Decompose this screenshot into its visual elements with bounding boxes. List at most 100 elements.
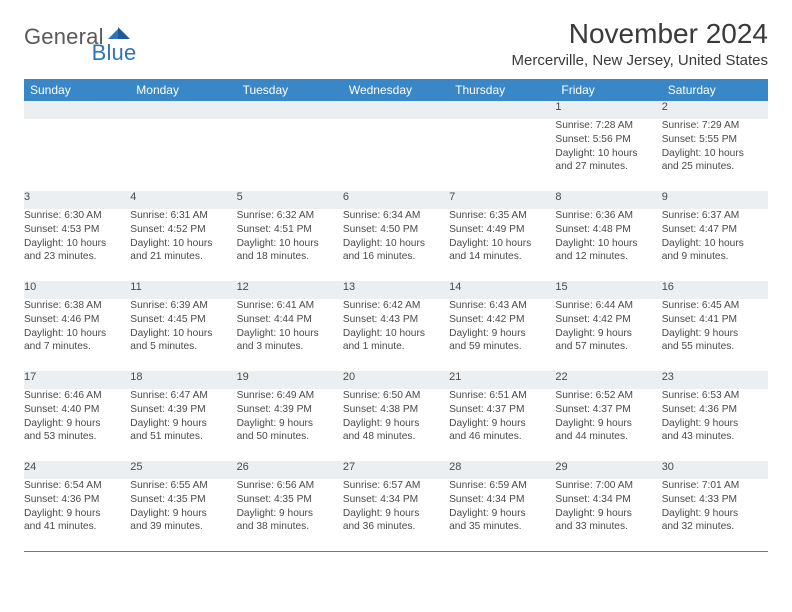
day-line: and 5 minutes. [130,340,236,354]
day-number-cell [237,101,343,119]
day-line: Sunrise: 6:51 AM [449,389,555,403]
day-number-cell: 25 [130,461,236,479]
day-line: Sunset: 4:48 PM [555,223,661,237]
day-number-cell: 4 [130,191,236,209]
day-line: Daylight: 9 hours [343,507,449,521]
day-line: and 33 minutes. [555,520,661,534]
day-line: Sunrise: 6:45 AM [662,299,768,313]
day-content-cell: Sunrise: 6:56 AMSunset: 4:35 PMDaylight:… [237,479,343,551]
day-line: and 38 minutes. [237,520,343,534]
day-content-cell [24,119,130,191]
day-content-row: Sunrise: 7:28 AMSunset: 5:56 PMDaylight:… [24,119,768,191]
day-line: Sunset: 4:43 PM [343,313,449,327]
day-content-cell: Sunrise: 6:32 AMSunset: 4:51 PMDaylight:… [237,209,343,281]
day-line: and 44 minutes. [555,430,661,444]
day-line: Daylight: 9 hours [130,507,236,521]
day-line: and 53 minutes. [24,430,130,444]
weekday-thu: Thursday [449,79,555,101]
day-line: Daylight: 10 hours [24,237,130,251]
day-line: and 43 minutes. [662,430,768,444]
day-line: and 35 minutes. [449,520,555,534]
weekday-tue: Tuesday [237,79,343,101]
day-line: Sunset: 5:55 PM [662,133,768,147]
day-line: and 25 minutes. [662,160,768,174]
day-line: Daylight: 9 hours [343,417,449,431]
day-line: Sunrise: 6:55 AM [130,479,236,493]
day-number-cell: 29 [555,461,661,479]
day-number-cell: 13 [343,281,449,299]
day-line: Sunset: 4:47 PM [662,223,768,237]
day-number-cell: 27 [343,461,449,479]
day-line: Sunset: 4:33 PM [662,493,768,507]
calendar-document: General Blue November 2024 Mercerville, … [0,0,792,552]
calendar-table: Sunday Monday Tuesday Wednesday Thursday… [24,79,768,552]
day-line: Sunrise: 6:54 AM [24,479,130,493]
day-number-cell: 10 [24,281,130,299]
day-line: Sunset: 4:38 PM [343,403,449,417]
day-line: Sunset: 4:45 PM [130,313,236,327]
day-line: and 3 minutes. [237,340,343,354]
day-line: Sunset: 4:36 PM [24,493,130,507]
day-line: Sunrise: 6:44 AM [555,299,661,313]
day-line: Daylight: 10 hours [343,327,449,341]
day-line: and 48 minutes. [343,430,449,444]
day-content-cell [130,119,236,191]
day-line: and 36 minutes. [343,520,449,534]
day-content-cell: Sunrise: 7:01 AMSunset: 4:33 PMDaylight:… [662,479,768,551]
title-block: November 2024 Mercerville, New Jersey, U… [512,18,768,69]
day-line: Daylight: 9 hours [237,417,343,431]
day-number-cell: 17 [24,371,130,389]
logo-text-wrap: General Blue [24,24,178,50]
weekday-fri: Friday [555,79,661,101]
day-line: Sunrise: 6:46 AM [24,389,130,403]
day-line: Sunset: 4:35 PM [237,493,343,507]
day-line: Sunset: 4:37 PM [555,403,661,417]
calendar-body: 12Sunrise: 7:28 AMSunset: 5:56 PMDayligh… [24,101,768,551]
day-line: and 27 minutes. [555,160,661,174]
day-number-cell: 14 [449,281,555,299]
day-line: Daylight: 10 hours [449,237,555,251]
month-title: November 2024 [512,18,768,50]
day-line: Sunset: 4:34 PM [449,493,555,507]
day-content-cell: Sunrise: 6:55 AMSunset: 4:35 PMDaylight:… [130,479,236,551]
day-line: Sunrise: 6:49 AM [237,389,343,403]
day-number-cell: 1 [555,101,661,119]
day-line: and 7 minutes. [24,340,130,354]
day-line: Daylight: 9 hours [237,507,343,521]
day-content-cell: Sunrise: 6:42 AMSunset: 4:43 PMDaylight:… [343,299,449,371]
day-line: Sunset: 4:49 PM [449,223,555,237]
day-line: Sunset: 4:46 PM [24,313,130,327]
day-line: Sunset: 4:53 PM [24,223,130,237]
day-content-cell: Sunrise: 6:35 AMSunset: 4:49 PMDaylight:… [449,209,555,281]
day-line: Daylight: 10 hours [237,237,343,251]
day-line: Sunset: 4:42 PM [555,313,661,327]
day-number-cell: 15 [555,281,661,299]
day-line: and 32 minutes. [662,520,768,534]
day-line: Sunrise: 6:53 AM [662,389,768,403]
day-line: Daylight: 10 hours [662,147,768,161]
day-line: and 51 minutes. [130,430,236,444]
day-number-cell: 8 [555,191,661,209]
day-line: Sunrise: 6:47 AM [130,389,236,403]
day-line: Daylight: 9 hours [555,507,661,521]
day-number-cell: 28 [449,461,555,479]
day-line: and 39 minutes. [130,520,236,534]
day-content-cell [343,119,449,191]
daynum-row: 24252627282930 [24,461,768,479]
day-line: and 59 minutes. [449,340,555,354]
day-line: Sunset: 4:51 PM [237,223,343,237]
day-number-cell: 20 [343,371,449,389]
day-content-cell: Sunrise: 6:41 AMSunset: 4:44 PMDaylight:… [237,299,343,371]
day-content-cell: Sunrise: 6:52 AMSunset: 4:37 PMDaylight:… [555,389,661,461]
day-content-cell: Sunrise: 6:36 AMSunset: 4:48 PMDaylight:… [555,209,661,281]
day-content-cell: Sunrise: 6:34 AMSunset: 4:50 PMDaylight:… [343,209,449,281]
day-line: Daylight: 10 hours [130,327,236,341]
day-line: Sunset: 4:52 PM [130,223,236,237]
day-line: Sunrise: 6:59 AM [449,479,555,493]
day-content-cell: Sunrise: 6:57 AMSunset: 4:34 PMDaylight:… [343,479,449,551]
day-content-cell: Sunrise: 6:49 AMSunset: 4:39 PMDaylight:… [237,389,343,461]
day-number-cell: 2 [662,101,768,119]
day-line: Daylight: 9 hours [555,417,661,431]
day-content-cell: Sunrise: 6:51 AMSunset: 4:37 PMDaylight:… [449,389,555,461]
header: General Blue November 2024 Mercerville, … [24,18,768,69]
